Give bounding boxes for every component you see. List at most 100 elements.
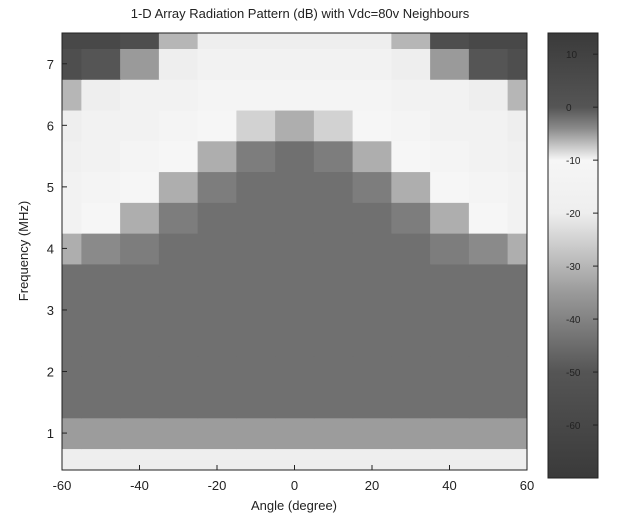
heat-cell (430, 417, 470, 450)
heat-cell (62, 386, 82, 419)
heat-cell (275, 48, 315, 80)
heat-cell (468, 233, 509, 265)
heat-cell (430, 233, 470, 265)
heat-cell (468, 417, 509, 450)
heat-cell (391, 386, 431, 419)
heat-cell (313, 48, 354, 80)
heat-cell (120, 263, 160, 296)
heat-cell (352, 79, 392, 111)
heat-cell (430, 202, 470, 234)
heat-cell (62, 263, 82, 296)
heat-cell (158, 325, 199, 357)
heat-cell (120, 171, 160, 203)
y-tick-label: 5 (47, 180, 54, 195)
heat-cell (197, 356, 237, 388)
heat-cell (468, 448, 509, 470)
heat-cell (120, 48, 160, 80)
heat-cell (197, 79, 237, 111)
heat-cell (507, 79, 527, 111)
heat-cell (81, 33, 121, 49)
colorbar-tick-label: 10 (566, 50, 578, 61)
heat-cell (158, 294, 199, 326)
heat-cell (313, 263, 354, 296)
heat-cell (81, 386, 121, 419)
heat-cell (468, 48, 509, 80)
heat-cell (468, 202, 509, 234)
heat-cell (275, 263, 315, 296)
heat-cell (507, 325, 527, 357)
heat-cell (507, 48, 527, 80)
x-tick-label: 40 (442, 478, 456, 493)
heat-cell (507, 356, 527, 388)
heat-cell (120, 79, 160, 111)
heat-cell (468, 294, 509, 326)
heat-cell (468, 140, 509, 173)
heat-cell (158, 356, 199, 388)
y-tick-label: 3 (47, 303, 54, 318)
heat-cell (507, 448, 527, 470)
x-tick-label: -60 (53, 478, 72, 493)
heat-cell (62, 448, 82, 470)
heat-cell (158, 448, 199, 470)
heat-cell (120, 356, 160, 388)
colorbar-tick-label: 0 (566, 103, 572, 114)
heat-cell (120, 202, 160, 234)
heat-cell (62, 140, 82, 173)
heat-cell (62, 48, 82, 80)
heat-cell (507, 386, 527, 419)
heat-cell (81, 263, 121, 296)
heat-cell (391, 294, 431, 326)
heat-cell (468, 79, 509, 111)
heat-cell (197, 417, 237, 450)
heat-cell (197, 233, 237, 265)
heat-cell (120, 417, 160, 450)
heat-cell (430, 33, 470, 49)
heat-cell (352, 233, 392, 265)
heat-cell (507, 417, 527, 450)
heat-cell (352, 202, 392, 234)
heat-cell (430, 325, 470, 357)
heat-cell (507, 294, 527, 326)
heat-cell (158, 263, 199, 296)
colorbar-tick-label: -40 (566, 315, 581, 326)
heat-cell (391, 448, 431, 470)
heat-cell (236, 263, 276, 296)
heat-cell (391, 233, 431, 265)
heat-cell (62, 325, 82, 357)
heat-cell (352, 386, 392, 419)
heat-cell (468, 109, 509, 142)
heat-cell (81, 202, 121, 234)
heat-cell (275, 202, 315, 234)
heat-cell (81, 48, 121, 80)
heat-cell (81, 79, 121, 111)
heat-cell (158, 109, 199, 142)
heat-cell (275, 325, 315, 357)
heat-cell (236, 417, 276, 450)
heat-cell (62, 79, 82, 111)
heat-cell (62, 171, 82, 203)
heat-cell (391, 33, 431, 49)
heat-cell (62, 417, 82, 450)
heat-cell (81, 417, 121, 450)
heat-cell (120, 233, 160, 265)
y-tick-label: 6 (47, 118, 54, 133)
heat-cell (236, 294, 276, 326)
heat-cell (120, 294, 160, 326)
heat-cell (352, 294, 392, 326)
heat-cell (275, 356, 315, 388)
heat-cell (158, 140, 199, 173)
heat-cell (352, 48, 392, 80)
y-tick-label: 1 (47, 426, 54, 441)
heat-cell (313, 448, 354, 470)
heat-cell (197, 33, 237, 49)
colorbar-tick-label: -50 (566, 368, 581, 379)
heat-cell (391, 202, 431, 234)
heat-cell (507, 263, 527, 296)
heat-cell (391, 325, 431, 357)
heat-cell (62, 202, 82, 234)
heat-cell (81, 140, 121, 173)
heat-cell (197, 140, 237, 173)
heat-cell (236, 33, 276, 49)
heat-cell (430, 356, 470, 388)
heat-cell (236, 448, 276, 470)
